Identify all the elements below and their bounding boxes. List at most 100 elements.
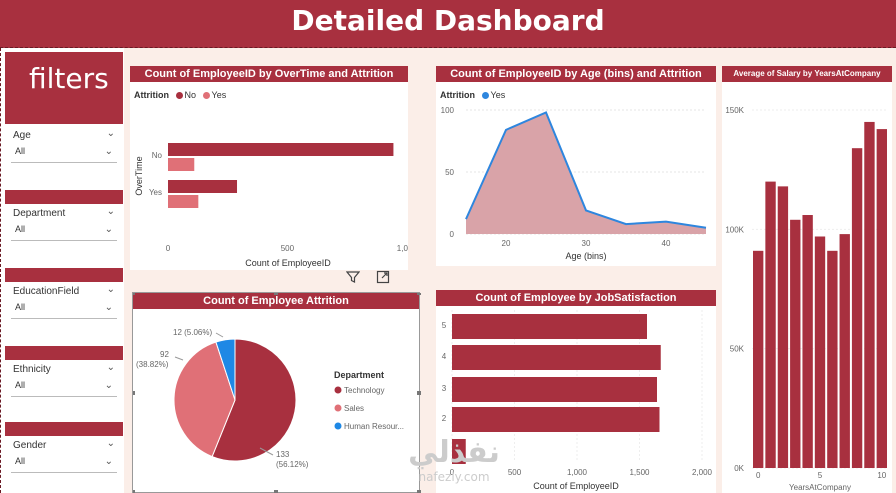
legend-title: Department <box>334 370 384 380</box>
legend-dot-yes <box>202 92 210 100</box>
x-tick-label: 0 <box>166 244 171 253</box>
age-chart-svg: 0 50 100 20 30 40 Age (bins) <box>441 106 707 261</box>
chevron-down-icon[interactable]: ⌄ <box>106 284 115 295</box>
legend-label: Human Resour... <box>344 422 404 431</box>
filters-header: filters <box>5 52 123 124</box>
chevron-down-icon[interactable]: ⌄ <box>106 206 115 217</box>
data-label-sales: 92 <box>160 350 169 359</box>
chevron-down-icon[interactable]: ⌄ <box>106 438 115 449</box>
x-tick-label: 500 <box>508 468 522 477</box>
bar-no <box>168 143 394 156</box>
slicer-dropdown[interactable]: All ⌄ <box>11 456 117 473</box>
pie-slice-technology <box>211 338 297 462</box>
slicer-dropdown[interactable]: All ⌄ <box>11 380 117 397</box>
salary-chart-svg: 0K 50K 100K 150K 0 5 10 YearsAtCompany <box>725 106 888 492</box>
slicer-dropdown[interactable]: All ⌄ <box>11 302 117 319</box>
legend-dot <box>334 404 342 412</box>
x-axis-title: Count of EmployeeID <box>533 481 619 491</box>
filters-sidebar: filters Age ⌄ All ⌄ Department ⌄ All ⌄ Education… <box>0 48 124 493</box>
bar-yes <box>168 195 199 208</box>
area-line <box>465 111 707 229</box>
jobsatisfaction-chart[interactable]: Count of Employee by JobSatisfaction 0 50… <box>436 290 716 493</box>
filter-icon[interactable] <box>340 270 366 287</box>
slicer-value: All <box>15 146 26 156</box>
chart-legend: Attrition Yes <box>440 90 505 100</box>
y-tick-label: 50 <box>445 168 454 177</box>
slicer-divider <box>5 346 123 360</box>
x-tick-label: 5 <box>818 471 823 480</box>
chevron-down-icon[interactable]: ⌄ <box>104 380 113 391</box>
y-axis-title: OverTime <box>134 156 144 195</box>
legend-label-no: No <box>184 90 197 100</box>
bar-no <box>168 180 238 193</box>
salary-bar <box>753 250 764 468</box>
slicer-dropdown[interactable]: All ⌄ <box>11 146 117 163</box>
x-tick-label: 40 <box>662 239 671 248</box>
focus-mode-icon[interactable] <box>370 270 396 287</box>
salary-bar <box>851 148 863 468</box>
slicer-label-text: Age <box>13 130 31 141</box>
slicer-educationfield[interactable]: EducationField ⌄ All ⌄ <box>5 268 123 319</box>
overtime-attrition-chart[interactable]: Count of EmployeeID by OverTime and Attr… <box>130 66 408 270</box>
pie-slice-human-resour- <box>215 338 236 401</box>
x-tick-label: 0 <box>756 471 761 480</box>
legend-dot-no <box>175 92 183 100</box>
x-tick-label: 2,000 <box>692 468 713 477</box>
slicer-age[interactable]: Age ⌄ All ⌄ <box>5 126 123 163</box>
area-fill <box>466 112 706 234</box>
chart-legend: Attrition No Yes <box>134 90 226 100</box>
legend-dot-yes <box>481 92 489 100</box>
bar-yes <box>168 158 195 171</box>
resize-handle <box>133 391 135 395</box>
y-tick-label: 150K <box>725 106 744 115</box>
y-tick-label: 100K <box>725 225 744 234</box>
slicer-dropdown[interactable]: All ⌄ <box>11 224 117 241</box>
resize-handle <box>417 293 421 295</box>
slicer-label: Ethnicity ⌄ <box>5 360 123 378</box>
x-tick-label: 1,000 <box>567 468 588 477</box>
employee-attrition-pie[interactable]: Count of Employee Attrition 133 (56.12%) 9… <box>132 292 421 493</box>
leader-line <box>174 356 184 361</box>
slicer-value: All <box>15 224 26 234</box>
slicer-label-text: EducationField <box>13 286 80 297</box>
chart-title: Average of Salary by YearsAtCompany <box>722 66 892 82</box>
slicer-value: All <box>15 456 26 466</box>
slicer-label: EducationField ⌄ <box>5 282 123 300</box>
resize-handle <box>133 490 135 493</box>
resize-handle <box>274 293 278 295</box>
chevron-down-icon[interactable]: ⌄ <box>106 128 115 139</box>
chevron-down-icon[interactable]: ⌄ <box>104 456 113 467</box>
slicer-gender[interactable]: Gender ⌄ All ⌄ <box>5 422 123 473</box>
watermark-arabic: نفذلي <box>408 435 500 470</box>
chevron-down-icon[interactable]: ⌄ <box>104 146 113 157</box>
slicer-value: All <box>15 380 26 390</box>
overtime-chart-svg: No Yes 0 500 1,000 Count of EmployeeID OverTim… <box>134 143 408 268</box>
legend-title: Attrition <box>134 90 169 100</box>
age-attrition-chart[interactable]: Count of EmployeeID by Age (bins) and At… <box>436 66 716 266</box>
nafezly-watermark: نفذلي nafezly.com <box>408 436 500 492</box>
x-axis-title: Age (bins) <box>565 251 606 261</box>
data-label-technology-pct: (56.12%) <box>276 460 309 469</box>
x-axis-title: YearsAtCompany <box>789 483 851 492</box>
x-tick-label: 0 <box>450 468 455 477</box>
pie-slice-sales <box>173 341 236 458</box>
chevron-down-icon[interactable]: ⌄ <box>106 362 115 373</box>
slicer-label: Department ⌄ <box>5 204 123 222</box>
chevron-down-icon[interactable]: ⌄ <box>104 224 113 235</box>
slicer-ethnicity[interactable]: Ethnicity ⌄ All ⌄ <box>5 346 123 397</box>
pie-chart-svg: 133(56.12%) 92(38.82%) 12 (5.06%) Departmen… <box>133 293 421 493</box>
data-label-hr: 12 (5.06%) <box>173 328 212 337</box>
legend-title: Attrition <box>440 90 475 100</box>
jobsat-bar <box>452 314 647 339</box>
slicer-department[interactable]: Department ⌄ All ⌄ <box>5 190 123 241</box>
slicer-divider <box>5 268 123 282</box>
salary-bar <box>864 121 875 468</box>
category-label: 1 <box>442 446 447 455</box>
watermark-latin: nafezly.com <box>418 470 490 484</box>
salary-bar <box>802 215 813 468</box>
y-tick-label: 0K <box>734 464 744 473</box>
chevron-down-icon[interactable]: ⌄ <box>104 302 113 313</box>
salary-years-chart[interactable]: Average of Salary by YearsAtCompany 0K 5 0… <box>722 66 892 493</box>
salary-bar <box>777 186 789 468</box>
jobsat-bar <box>452 407 660 432</box>
